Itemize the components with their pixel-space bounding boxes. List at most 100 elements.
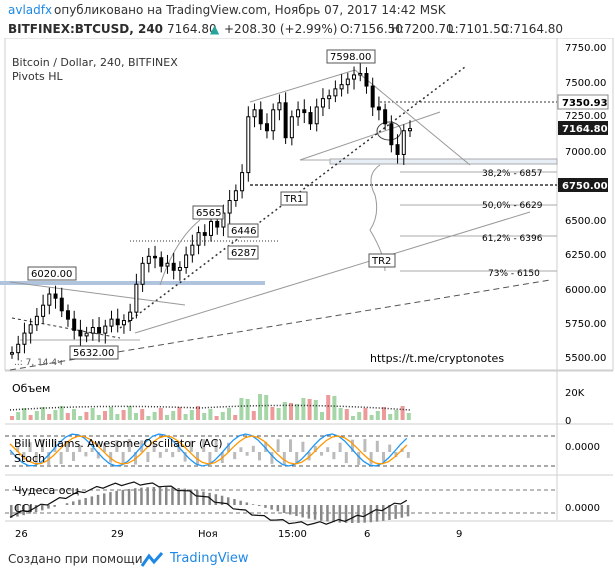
cci-bar xyxy=(245,502,249,505)
ao-bar xyxy=(233,452,237,460)
candle-body xyxy=(121,320,126,326)
price-tick: 7500.00 xyxy=(565,78,606,89)
close-value: C:7164.80 xyxy=(501,22,564,36)
volume-bar xyxy=(251,411,256,420)
candle-body xyxy=(209,220,213,236)
candle-body xyxy=(10,352,14,355)
candle-body xyxy=(165,262,170,267)
ao-bar xyxy=(34,452,38,464)
change-up-icon: ▲ xyxy=(210,22,220,36)
ao-bar xyxy=(202,439,206,452)
ao-bar xyxy=(84,452,88,457)
ao-bar xyxy=(189,440,193,452)
ao-bar xyxy=(214,439,218,452)
ao-bar xyxy=(196,452,199,465)
cci-bar xyxy=(375,505,379,522)
candle-body xyxy=(389,123,394,146)
ao-bar xyxy=(96,452,100,459)
label-6020: 6020.00 xyxy=(31,269,72,280)
ao-bar xyxy=(208,452,212,465)
publish-info: опубликовано на TradingView.com, Ноябрь … xyxy=(54,3,446,17)
volume-bar xyxy=(177,407,182,420)
footer: Создано при помощи TradingView xyxy=(0,545,615,579)
volume-bar xyxy=(96,415,101,420)
ao-bar xyxy=(295,452,299,464)
candle-body xyxy=(233,190,238,202)
candle-body xyxy=(252,109,257,118)
cci-bar xyxy=(28,505,32,514)
cci-bar xyxy=(220,495,224,505)
cci-bar xyxy=(295,505,298,517)
candle-body xyxy=(364,72,369,87)
volume-label: Объем xyxy=(12,382,50,395)
cci-bar xyxy=(282,505,286,513)
cci-bar xyxy=(313,505,317,520)
cci-bar xyxy=(183,488,187,505)
ao-bar xyxy=(282,452,286,465)
volume-bar xyxy=(183,414,188,420)
cci-bar xyxy=(239,500,242,505)
label-6287: 6287 xyxy=(231,248,256,259)
volume-bar xyxy=(47,414,52,420)
candle-body xyxy=(320,98,325,108)
time-tick: Ноя xyxy=(198,529,218,540)
cci-bar xyxy=(78,499,81,505)
candle-body xyxy=(264,123,269,132)
candle-body xyxy=(190,244,195,256)
price-tick: 5500.00 xyxy=(565,353,606,364)
cci-bar xyxy=(16,505,19,517)
cci-bar xyxy=(84,497,87,505)
price-tick: 7000.00 xyxy=(565,147,606,158)
stoch-d-line xyxy=(9,435,408,465)
candle-body xyxy=(16,343,21,354)
volume-bar xyxy=(134,413,138,420)
cci-bar xyxy=(406,505,410,517)
price-axis[interactable]: 7750.00 7500.00 7250.00 7000.00 6500.00 … xyxy=(565,43,606,364)
support-badge-text: 6750.00 xyxy=(562,181,608,192)
telegram-link[interactable]: https://t.me/cryptonotes xyxy=(370,352,504,365)
price-change: +208.30 (+2.99%) xyxy=(224,22,338,36)
cci-bar xyxy=(276,505,280,512)
cci-bar xyxy=(152,487,156,505)
ao-bar xyxy=(338,442,342,452)
ao-bar xyxy=(16,446,20,452)
ao-bar xyxy=(363,439,367,452)
publish-header: avladfx опубликовано на TradingView.com,… xyxy=(0,0,615,20)
price-pane-border xyxy=(4,38,614,371)
cci-bar xyxy=(326,505,329,522)
cci-histogram xyxy=(10,487,410,523)
fib-382-label: 38,2% - 6857 xyxy=(482,169,542,179)
candle-body xyxy=(109,318,114,327)
fib-73-label: 73% - 6150 xyxy=(488,269,540,279)
cci-bar xyxy=(332,505,335,523)
candle-body xyxy=(59,297,64,312)
stoch-k-line xyxy=(9,433,408,467)
ao-bar xyxy=(171,452,175,458)
price-tick: 6000.00 xyxy=(565,285,606,296)
cci-bar xyxy=(214,494,218,505)
indicator-name: Pivots HL xyxy=(12,70,63,83)
author-link[interactable]: avladfx xyxy=(8,3,53,17)
candle-body xyxy=(41,304,46,317)
cci-bar xyxy=(344,505,348,523)
label-6287-box xyxy=(227,245,259,260)
ao-bar xyxy=(152,443,156,452)
time-tick: 15:00 xyxy=(278,529,307,540)
ao-bar xyxy=(301,441,305,452)
candle-body xyxy=(53,293,58,299)
ao-bar xyxy=(28,442,32,452)
chart-area[interactable]: Bitcoin / Dollar, 240, BITFINEX Pivots H… xyxy=(0,38,615,545)
time-axis[interactable]: 26 29 Ноя 15:00 6 9 xyxy=(15,529,462,540)
ao-bar xyxy=(313,445,317,452)
ao-bar xyxy=(320,452,323,456)
candle-body xyxy=(184,254,189,269)
label-6446: 6446 xyxy=(231,226,256,237)
time-tick: 6 xyxy=(364,529,370,540)
label-6020-box xyxy=(27,266,77,281)
cci-bar xyxy=(227,497,230,505)
tradingview-brand[interactable]: TradingView xyxy=(170,551,249,566)
cci-bar xyxy=(338,505,342,523)
chudesa-label: Чудеса осц xyxy=(14,484,79,497)
candle-body xyxy=(308,112,313,125)
label-6565: 6565 xyxy=(196,208,221,219)
